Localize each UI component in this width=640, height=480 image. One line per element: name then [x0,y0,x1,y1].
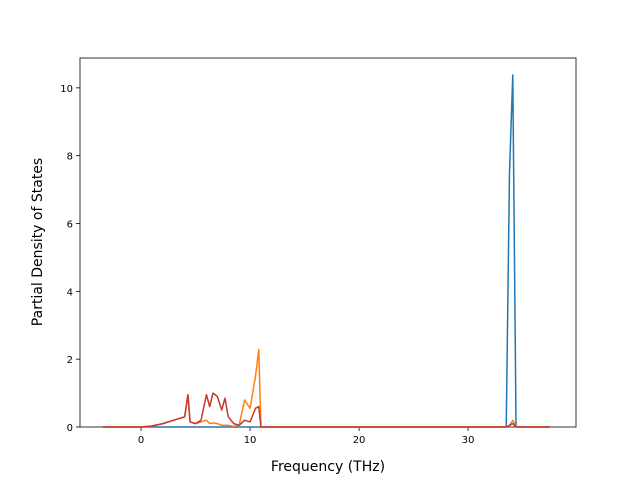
series-line [102,348,550,428]
y-tick-label: 8 [67,152,73,163]
y-tick-label: 4 [67,287,73,298]
series-line [102,392,550,428]
x-tick-label: 0 [138,435,144,446]
series-line [102,74,550,428]
y-tick-label: 0 [67,423,73,434]
y-tick-label: 2 [67,355,73,366]
y-tick-label: 10 [60,84,73,95]
x-tick-label: 30 [462,435,475,446]
plot-frame [79,57,577,428]
x-tick-label: 10 [244,435,257,446]
x-tick-label: 20 [353,435,366,446]
y-tick-label: 6 [67,220,73,231]
x-axis-label: Frequency (THz) [271,459,385,475]
y-axis-label: Partial Density of States [30,158,46,326]
